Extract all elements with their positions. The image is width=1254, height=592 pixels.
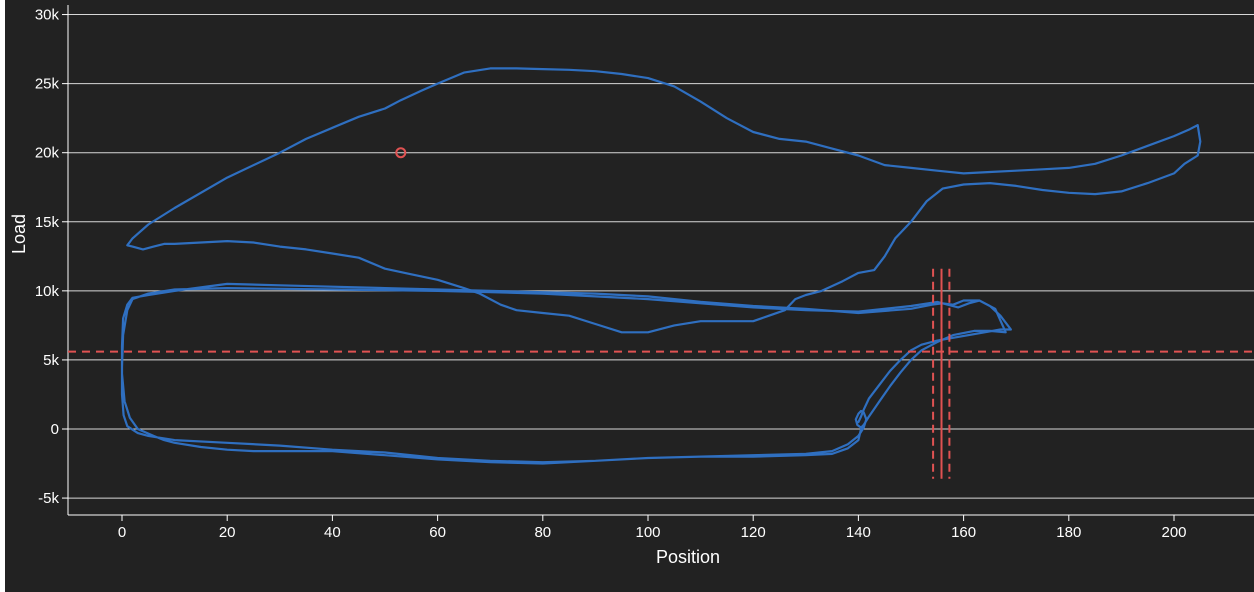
series-line-2 <box>120 282 1013 465</box>
grid-lines <box>68 14 1254 499</box>
x-tick-label: 20 <box>219 524 236 541</box>
x-axis-title: Position <box>656 547 720 567</box>
y-axis-title: Load <box>9 214 29 254</box>
x-tick-label: 80 <box>534 524 551 541</box>
series-line-1 <box>126 67 1202 334</box>
y-tick-label: -5k <box>38 490 59 507</box>
point-markers <box>395 147 407 159</box>
y-tick-label: 10k <box>35 283 60 300</box>
reference-lines <box>68 268 1254 479</box>
chart-frame: -5k 0 5k 10k 15k 20k 25k 30k 0 20 40 60 80 100 120 140… <box>5 0 1254 592</box>
x-tick-label: 160 <box>951 524 976 541</box>
y-tick-label: 25k <box>35 76 60 93</box>
y-tick-label: 15k <box>35 214 60 231</box>
y-tick-label: 0 <box>51 421 59 438</box>
x-tick-label: 40 <box>324 524 341 541</box>
x-tick-label: 140 <box>846 524 871 541</box>
x-tick-label: 0 <box>118 524 126 541</box>
x-tick-label: 180 <box>1056 524 1081 541</box>
x-tick-label: 120 <box>741 524 766 541</box>
y-tick-label: 20k <box>35 145 60 162</box>
y-tick-label: 5k <box>43 352 59 369</box>
series-lines <box>120 67 1202 465</box>
x-tick-label: 200 <box>1161 524 1186 541</box>
y-axis-ticks: -5k 0 5k 10k 15k 20k 25k 30k <box>35 7 68 507</box>
y-tick-label: 30k <box>35 7 60 24</box>
x-tick-label: 100 <box>635 524 660 541</box>
point-marker[interactable] <box>395 147 407 159</box>
load-position-chart[interactable]: -5k 0 5k 10k 15k 20k 25k 30k 0 20 40 60 80 100 120 140… <box>5 0 1254 592</box>
axes <box>67 5 1254 516</box>
x-axis-ticks: 0 20 40 60 80 100 120 140 160 180 200 <box>118 515 1187 541</box>
x-tick-label: 60 <box>429 524 446 541</box>
